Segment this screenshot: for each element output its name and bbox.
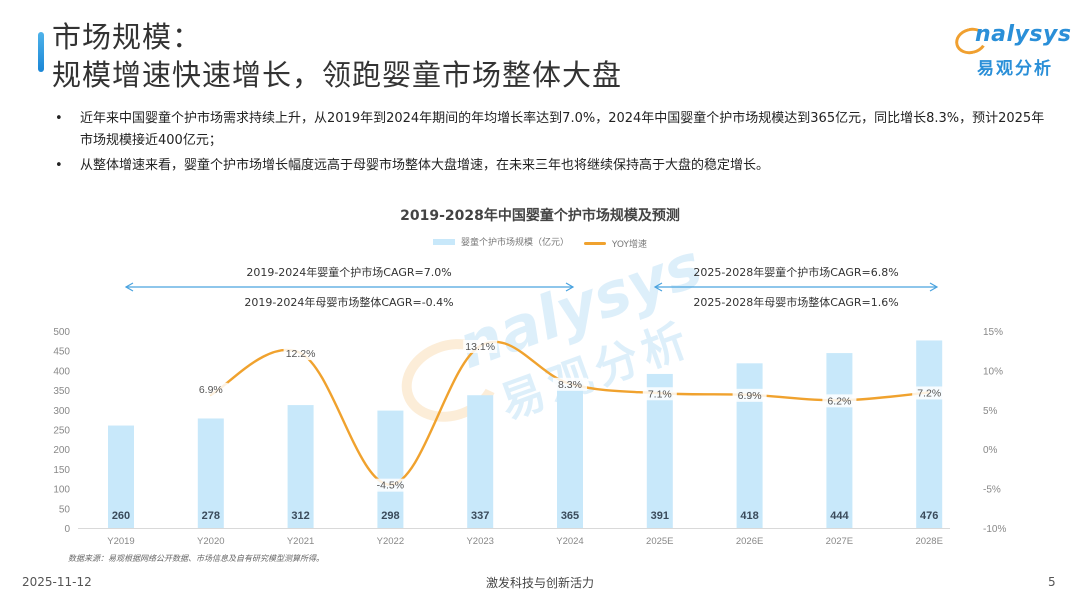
y-right-tick-label: -5% (983, 485, 1001, 496)
x-tick-label: Y2024 (556, 536, 583, 547)
bullet-item: 从整体增速来看，婴童个护市场增长幅度远高于母婴市场整体大盘增速，在未来三年也将继… (55, 155, 1045, 177)
bar-y2023 (467, 395, 494, 528)
line-value-label: 8.3% (558, 379, 582, 391)
bar-value-label: 337 (471, 510, 489, 522)
line-value-label: 6.9% (738, 390, 762, 402)
line-label-bg (463, 339, 498, 353)
cagr-arrow-2019-2024-left-head-icon (124, 282, 134, 292)
bar-y2021 (287, 405, 314, 528)
y-left-tick-label: 250 (53, 426, 70, 437)
legend-label: YOY增速 (611, 239, 647, 250)
bar-value-label: 444 (830, 510, 849, 522)
line-label-bg (912, 386, 947, 400)
bar-y2020 (197, 418, 224, 528)
x-tick-label: Y2022 (377, 536, 404, 547)
bar-2027e (826, 353, 853, 528)
x-tick-label: 2025E (646, 536, 673, 547)
y-right-tick-label: 10% (983, 366, 1003, 377)
line-value-label: 7.1% (648, 388, 672, 400)
x-tick-label: 2028E (915, 536, 942, 547)
line-value-label: 6.2% (827, 395, 851, 407)
cagr-right-top: 2025-2028年婴童个护市场CAGR=6.8% (693, 266, 899, 279)
x-tick-label: Y2021 (287, 536, 314, 547)
page-number: 5 (1048, 575, 1056, 589)
cagr-right-bottom: 2025-2028年母婴市场整体CAGR=1.6% (693, 296, 899, 309)
line-value-label: -4.5% (377, 480, 404, 492)
line-label-bg (193, 382, 228, 396)
legend-item-line: YOY增速 (583, 237, 647, 250)
footer-slogan: 激发科技与创新活力 (485, 576, 594, 590)
line-label-bg (642, 387, 677, 401)
x-tick-label: 2027E (826, 536, 853, 547)
cagr-arrow-2019-2024-right-head-icon (565, 282, 575, 292)
title-line-1: 市场规模： (52, 20, 203, 54)
bar-2028e (916, 340, 943, 528)
bullet-list: 近年来中国婴童个护市场需求持续上升，从2019年到2024年期间的年均增长率达到… (55, 108, 1045, 180)
legend-line-swatch-icon (583, 241, 606, 245)
page-title: 市场规模： 规模增速快速增长，领跑婴童市场整体大盘 (52, 18, 622, 94)
footer-date: 2025-11-12 (22, 575, 92, 589)
yoy-growth-line (209, 340, 931, 486)
y-right-tick-label: 15% (983, 327, 1003, 338)
cagr-arrow-2025-2028-left-head-icon (653, 282, 663, 292)
y-left-tick-label: 400 (53, 366, 70, 377)
title-line-2: 规模增速快速增长，领跑婴童市场整体大盘 (52, 58, 623, 92)
bar-value-label: 278 (202, 510, 220, 522)
bar-value-label: 260 (112, 510, 130, 522)
bar-value-label: 418 (740, 510, 758, 522)
y-right-tick-label: 0% (983, 445, 998, 456)
legend-item-bar: 婴童个护市场规模（亿元） (433, 235, 569, 248)
bar-value-label: 312 (291, 510, 309, 522)
line-label-bg (732, 388, 767, 402)
y-left-tick-label: 300 (53, 406, 70, 417)
cagr-left-bottom: 2019-2024年母婴市场整体CAGR=-0.4% (244, 296, 454, 309)
line-value-label: 12.2% (286, 348, 316, 360)
y-left-tick-label: 350 (53, 386, 70, 397)
x-tick-label: Y2019 (107, 536, 134, 547)
title-accent-bar (38, 32, 44, 72)
y-right-tick-label: 5% (983, 406, 998, 417)
bar-value-label: 476 (920, 510, 938, 522)
bar-y2019 (108, 425, 134, 528)
line-label-bg (283, 347, 318, 361)
cagr-left-top: 2019-2024年婴童个护市场CAGR=7.0% (246, 266, 452, 279)
y-left-tick-label: 500 (53, 327, 70, 338)
line-value-label: 13.1% (465, 341, 495, 353)
legend-label: 婴童个护市场规模（亿元） (461, 238, 570, 248)
chart-legend: 婴童个护市场规模（亿元） YOY增速 (0, 235, 1080, 250)
bar-value-label: 298 (381, 510, 399, 522)
chart-title: 2019-2028年中国婴童个护市场规模及预测 (400, 208, 680, 224)
x-tick-label: Y2023 (466, 536, 493, 547)
cagr-arrow-2025-2028-right-head-icon (929, 282, 939, 292)
y-left-tick-label: 50 (59, 504, 71, 515)
bar-2026e (736, 363, 763, 528)
bar-value-label: 391 (651, 510, 669, 522)
y-left-tick-label: 450 (53, 347, 70, 358)
x-tick-label: 2026E (736, 536, 763, 547)
bar-y2024 (557, 384, 583, 528)
y-left-tick-label: 100 (53, 485, 70, 496)
line-value-label: 7.2% (917, 387, 941, 399)
bar-y2022 (377, 410, 404, 528)
y-right-tick-label: -10% (983, 524, 1006, 535)
logo-text-cn: 易观分析 (977, 59, 1053, 79)
bullet-item: 近年来中国婴童个护市场需求持续上升，从2019年到2024年期间的年均增长率达到… (55, 108, 1045, 152)
legend-bar-swatch-icon (433, 238, 455, 245)
x-tick-label: Y2020 (197, 536, 224, 547)
analysys-logo: nalysys 易观分析 (952, 22, 1071, 82)
y-left-tick-label: 0 (64, 524, 70, 535)
line-label-bg (822, 394, 857, 408)
line-label-bg (373, 478, 408, 492)
line-label-bg (553, 377, 587, 391)
data-source-note: 数据来源：易观根据网络公开数据、市场信息及自有研究模型测算所得。 (68, 554, 324, 563)
logo-text-en: nalysys (975, 22, 1072, 47)
y-left-tick-label: 150 (53, 465, 70, 476)
y-left-tick-label: 200 (53, 445, 70, 456)
line-value-label: 6.9% (199, 384, 223, 396)
bar-value-label: 365 (561, 510, 579, 522)
